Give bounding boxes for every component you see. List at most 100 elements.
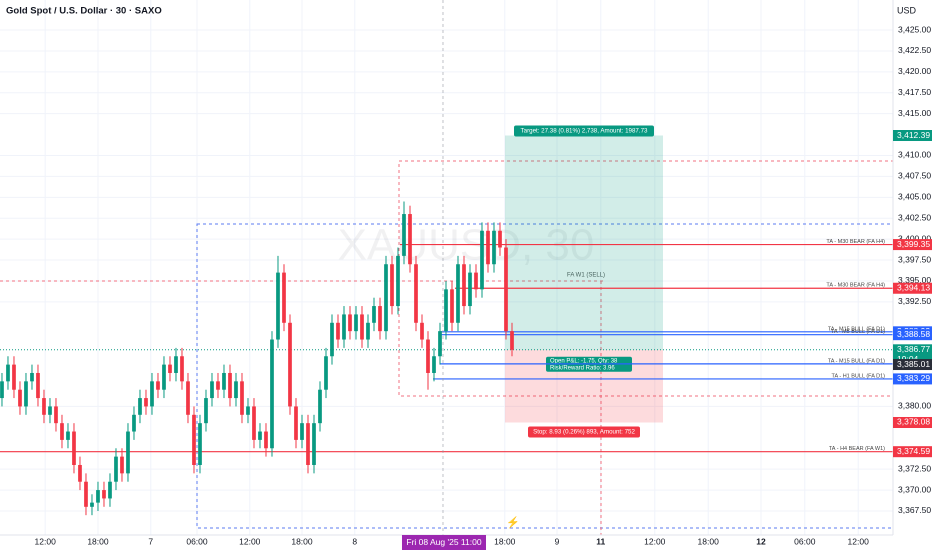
level-text: TA - H4 BEAR (FA W1) xyxy=(829,446,885,452)
level-text: TA - M15 BULL (FA D1) xyxy=(828,326,885,332)
candle-body xyxy=(438,331,442,357)
candle-body xyxy=(246,406,250,415)
level-price-label-bg xyxy=(893,329,932,341)
candle-body xyxy=(348,314,352,332)
y-tick-label: 3,380.00 xyxy=(898,401,931,411)
candle-body xyxy=(312,423,316,465)
pnl-label: Open P&L: -1.75, Qty: 38 xyxy=(550,358,618,364)
candle-body xyxy=(60,423,64,440)
x-tick-label: 12:00 xyxy=(239,536,261,546)
crosshair-label: Fri 08 Aug '25 11:00 xyxy=(406,537,481,547)
candle-body xyxy=(276,272,280,340)
y-tick-label: 3,415.00 xyxy=(898,108,931,118)
level-price-label-bg xyxy=(893,239,932,251)
candle-body xyxy=(150,381,154,407)
candle-body xyxy=(168,364,172,373)
candle-body xyxy=(264,431,268,449)
y-tick-label: 3,420.00 xyxy=(898,66,931,76)
level-price-label-bg xyxy=(893,446,932,458)
level-price-label: 3,374.59 xyxy=(897,446,930,456)
candle-body xyxy=(66,431,70,440)
y-tick-label: 3,407.50 xyxy=(898,171,931,181)
event-icon[interactable]: ⚡ xyxy=(506,516,520,529)
target-zone xyxy=(505,135,663,350)
x-tick-label: 18:00 xyxy=(698,536,720,546)
candle-body xyxy=(234,381,238,399)
candle-body xyxy=(228,372,232,399)
x-tick-label: 18:00 xyxy=(291,536,313,546)
candle-body xyxy=(498,230,502,248)
stop-label-bg xyxy=(528,426,640,438)
level-text: TA - M30 BEAR (FA H4) xyxy=(826,283,885,289)
marker-price-label-bg xyxy=(893,416,932,428)
y-tick-label: 3,372.50 xyxy=(898,463,931,473)
candle-body xyxy=(216,381,220,390)
candle-body xyxy=(162,364,166,390)
candle-body xyxy=(96,490,100,503)
y-tick-label: 3,410.00 xyxy=(898,150,931,160)
ratio-label: Risk/Reward Ratio: 3.96 xyxy=(550,365,615,371)
candle-body xyxy=(366,322,370,340)
candle-body xyxy=(306,423,310,465)
candle-body xyxy=(384,264,388,332)
candle-body xyxy=(360,314,364,340)
x-tick-label: 06:00 xyxy=(186,536,208,546)
candle-body xyxy=(48,406,52,415)
x-tick-label: 11 xyxy=(596,536,605,546)
candle-body xyxy=(372,306,376,323)
candle-body xyxy=(318,389,322,424)
candle-body xyxy=(12,364,16,390)
x-tick-label: 12:00 xyxy=(848,536,870,546)
candle-body xyxy=(156,381,160,390)
candle-body xyxy=(186,381,190,415)
x-tick-label: 12:00 xyxy=(644,536,666,546)
candle-body xyxy=(402,214,406,256)
y-tick-label: 3,395.00 xyxy=(898,275,931,285)
candle-body xyxy=(300,423,304,440)
level-price-label-bg xyxy=(893,373,932,385)
candle-body xyxy=(36,372,40,399)
candle-body xyxy=(330,322,334,357)
y-tick-label: 3,392.50 xyxy=(898,296,931,306)
candle-body xyxy=(462,264,466,307)
candle-body xyxy=(426,339,430,373)
candle-body xyxy=(510,331,514,350)
x-tick-label: 8 xyxy=(352,536,357,546)
candle-body xyxy=(474,272,478,290)
y-tick-label: 3,400.00 xyxy=(898,233,931,243)
y-tick-label: 3,425.00 xyxy=(898,24,931,34)
candle-body xyxy=(252,406,256,440)
candle-body xyxy=(30,372,34,382)
candle-body xyxy=(78,464,82,482)
candle-body xyxy=(138,398,142,415)
candle-body xyxy=(486,230,490,265)
candle-body xyxy=(270,339,274,449)
level-text: TA - M15 BULL (FA D1) xyxy=(828,358,885,364)
candle-body xyxy=(108,481,112,499)
level-price-label: 3,388.58 xyxy=(897,329,930,339)
y-tick-label: 3,370.00 xyxy=(898,484,931,494)
candle-body xyxy=(54,406,58,424)
candle-body xyxy=(408,214,412,265)
candle-body xyxy=(288,322,292,407)
zone-label: FA W1 (SELL) xyxy=(567,273,605,279)
level-price-label-bg xyxy=(893,282,932,294)
candle-body xyxy=(132,414,136,432)
level-text: TA - H1 BULL (FA D1) xyxy=(832,373,886,379)
x-tick-label: 12:00 xyxy=(35,536,57,546)
candle-body xyxy=(102,490,106,499)
candle-body xyxy=(450,289,454,323)
candle-body xyxy=(258,431,262,440)
y-tick-label: 3,405.00 xyxy=(898,192,931,202)
y-tick-label: 3,422.50 xyxy=(898,45,931,55)
candle-body xyxy=(432,356,436,373)
candle-body xyxy=(492,230,496,265)
candle-body xyxy=(240,381,244,415)
x-tick-label: 12 xyxy=(756,536,766,546)
y-tick-label: 3,402.50 xyxy=(898,212,931,222)
candle-body xyxy=(192,414,196,465)
drawings: FA W1 (SELL) Target: 27.38 (0.81%) 2,738,… xyxy=(0,0,894,535)
candle-body xyxy=(378,306,382,332)
x-tick-label: 18:00 xyxy=(87,536,109,546)
